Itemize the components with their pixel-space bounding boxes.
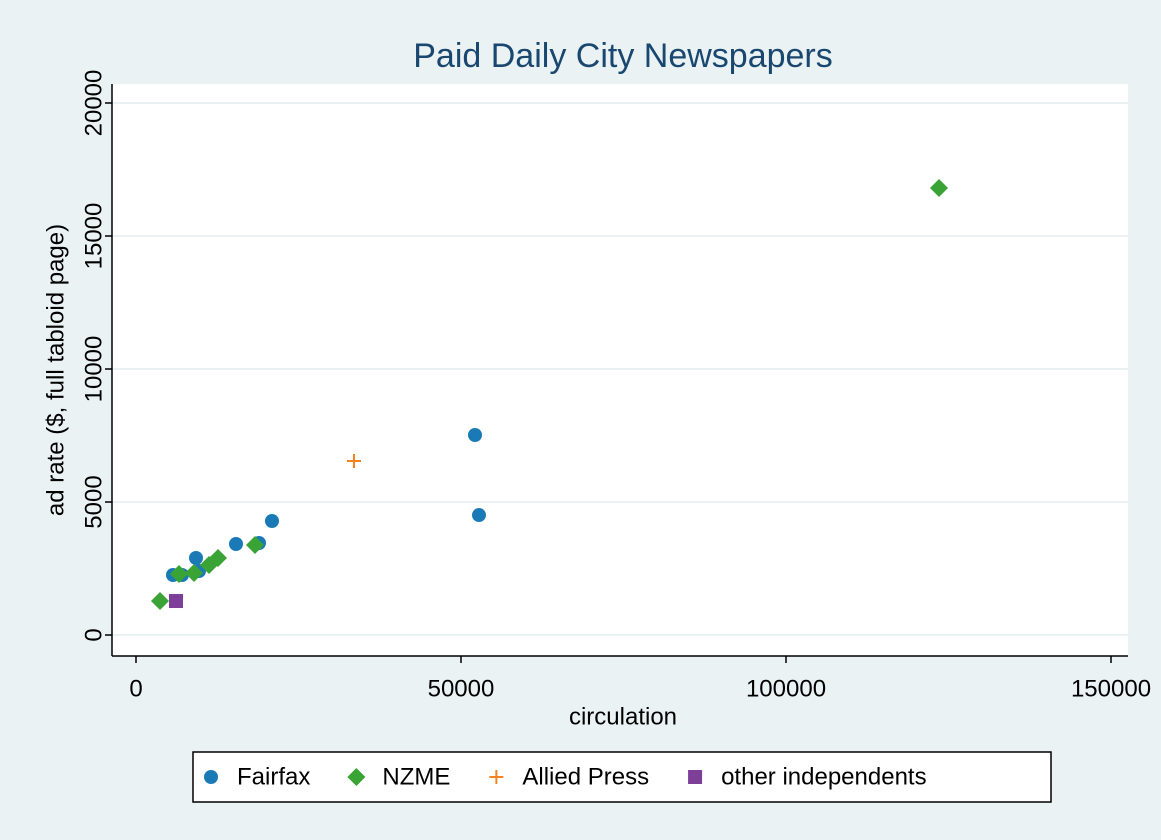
x-tick-label: 0 (129, 675, 142, 702)
marker (471, 508, 486, 523)
y-tick-label: 15000 (80, 203, 107, 270)
y-tick-label: 5000 (80, 475, 107, 528)
legend (192, 751, 1052, 803)
x-tick-label: 150000 (1071, 675, 1151, 702)
marker (346, 454, 361, 469)
marker (229, 537, 244, 552)
y-tick-label: 10000 (80, 336, 107, 403)
marker (188, 551, 203, 566)
marker (204, 770, 218, 784)
marker (489, 770, 504, 784)
marker (347, 768, 366, 786)
marker (468, 427, 483, 442)
legend-label: other independents (721, 763, 927, 790)
y-tick-label: 20000 (80, 70, 107, 137)
legend-label: Allied Press (522, 763, 649, 790)
marker (150, 592, 169, 611)
chart-title: Paid Daily City Newspapers (413, 37, 833, 75)
marker (246, 536, 265, 555)
legend-label: Fairfax (237, 763, 310, 790)
marker (688, 770, 703, 784)
marker (208, 549, 227, 568)
x-axis-label: circulation (569, 703, 677, 730)
marker (264, 514, 279, 529)
marker (168, 594, 183, 609)
marker (929, 178, 948, 197)
x-tick-label: 50000 (428, 675, 495, 702)
y-axis-label: ad rate ($, full tabloid page) (42, 224, 69, 516)
legend-label: NZME (382, 763, 450, 790)
y-tick-label: 0 (80, 628, 107, 641)
x-tick-label: 100000 (746, 675, 826, 702)
marker (169, 565, 188, 584)
marker (184, 564, 203, 583)
